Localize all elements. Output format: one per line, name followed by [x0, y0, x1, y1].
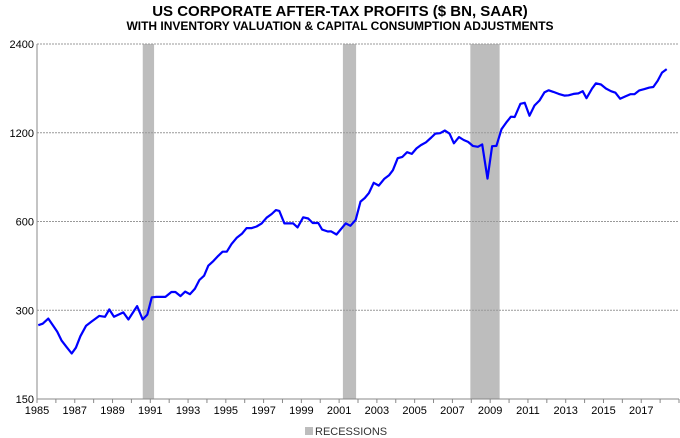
- x-tick-label: 2017: [629, 405, 653, 417]
- x-tick-label: 2015: [591, 405, 615, 417]
- chart-title: US CORPORATE AFTER-TAX PROFITS ($ BN, SA…: [152, 3, 528, 20]
- y-tick-label: 1200: [10, 128, 34, 140]
- x-tick-label: 2001: [327, 405, 351, 417]
- series-line-profits: [37, 68, 668, 355]
- chart-subtitle: WITH INVENTORY VALUATION & CAPITAL CONSU…: [126, 19, 553, 33]
- x-tick-label: 1999: [289, 405, 313, 417]
- y-tick-label: 600: [16, 217, 34, 229]
- x-tick-label: 2007: [440, 405, 464, 417]
- x-tick-label: 2003: [365, 405, 389, 417]
- x-tick-label: 2011: [516, 405, 540, 417]
- x-tick-label: 2005: [402, 405, 426, 417]
- x-tick-label: 1997: [251, 405, 275, 417]
- x-tick-label: 2013: [553, 405, 577, 417]
- legend-swatch-recessions: [305, 427, 313, 435]
- y-tick-label: 2400: [10, 39, 34, 51]
- x-tick-label: 1985: [25, 405, 49, 417]
- x-tick-label: 1993: [176, 405, 200, 417]
- legend: RECESSIONS: [305, 426, 387, 438]
- x-tick-label: 2009: [478, 405, 502, 417]
- x-tick-label: 1989: [100, 405, 124, 417]
- y-tick-label: 300: [16, 305, 34, 317]
- legend-label-recessions: RECESSIONS: [315, 426, 387, 438]
- x-tick-label: 1995: [214, 405, 238, 417]
- x-tick-label: 1991: [138, 405, 162, 417]
- y-tick-label: 150: [16, 394, 34, 406]
- x-tick-label: 1987: [63, 405, 87, 417]
